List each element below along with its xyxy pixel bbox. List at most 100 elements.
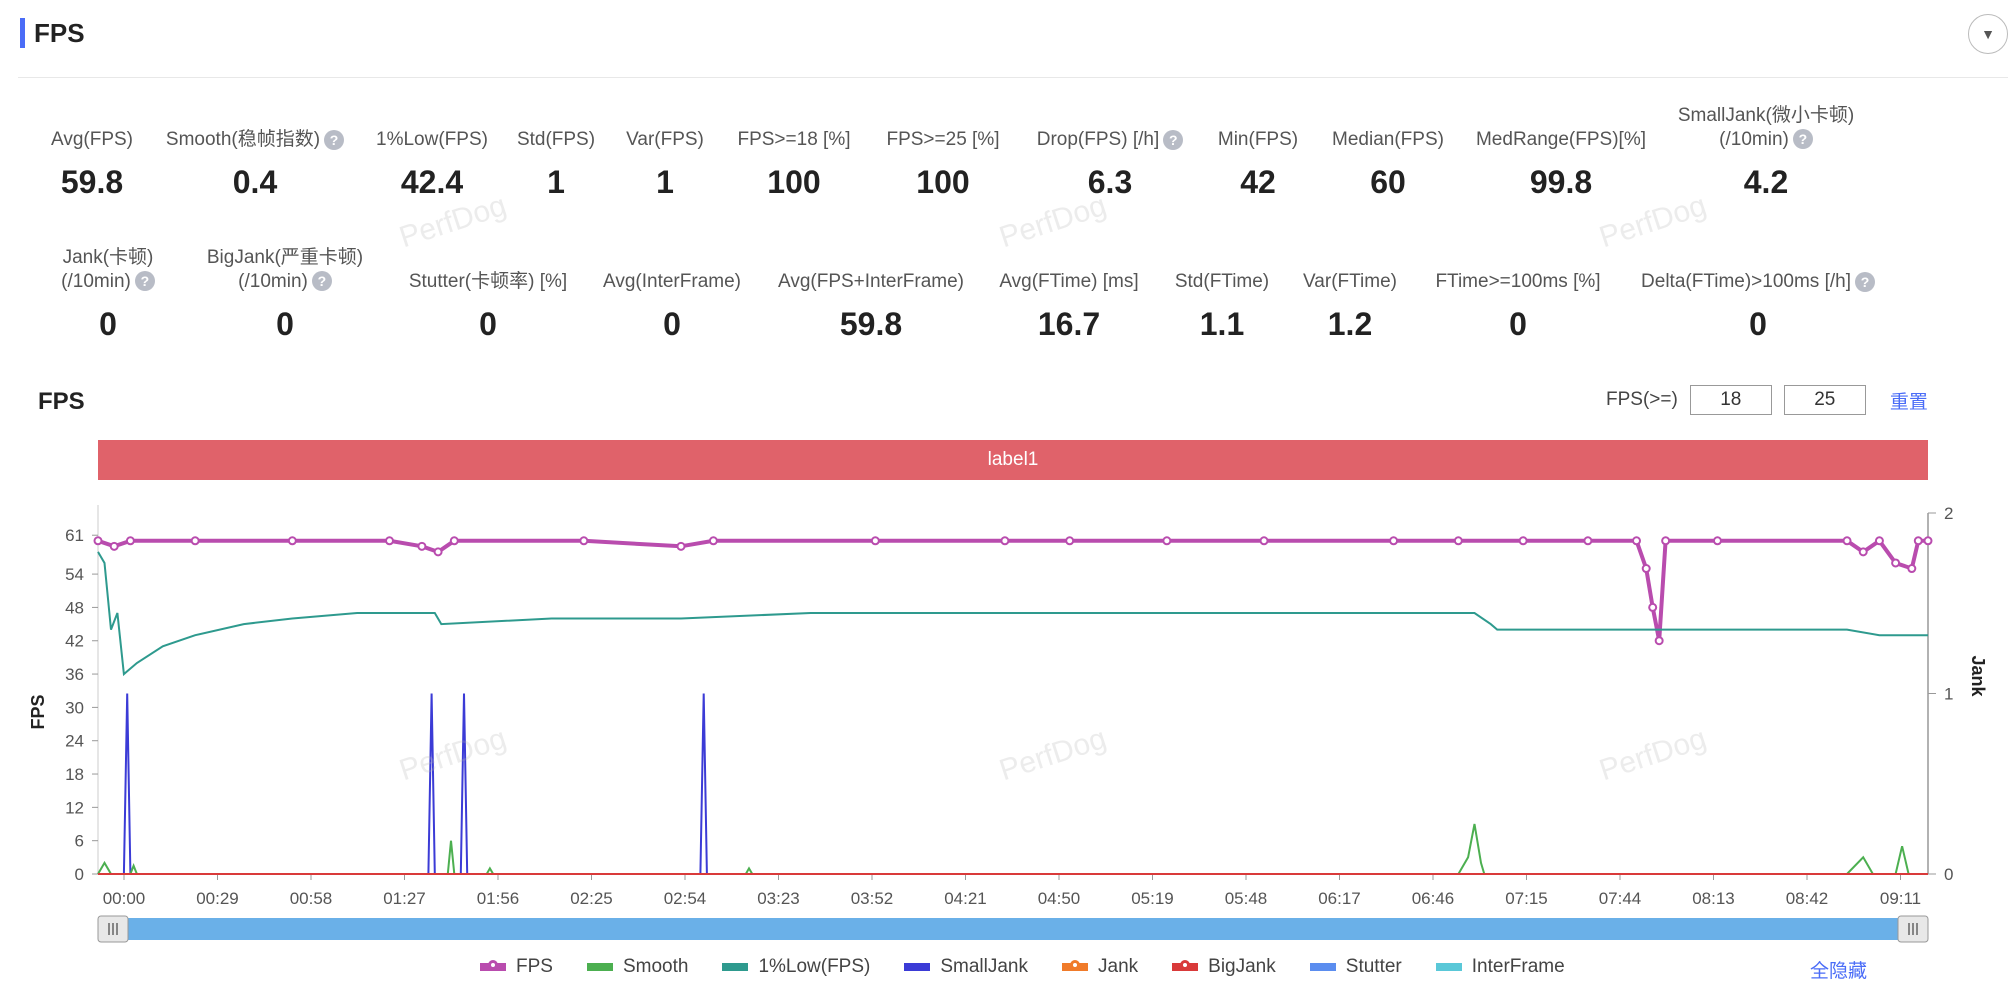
metric-r1-1: Smooth(稳帧指数)? 0.4 bbox=[125, 128, 385, 202]
metric-label: BigJank(严重卡顿) (/10min)? bbox=[155, 246, 415, 294]
metric-value: 100 bbox=[916, 164, 970, 200]
collapse-button[interactable]: ▼ bbox=[1968, 14, 2008, 54]
metric-r2-4: Avg(FPS+InterFrame) 59.8 bbox=[741, 270, 1001, 344]
legend-item-interframe[interactable]: InterFrame bbox=[1435, 956, 1565, 978]
metric-r1-10: MedRange(FPS)[%] 99.8 bbox=[1431, 128, 1691, 202]
legend-item-bigjank[interactable]: BigJank bbox=[1172, 956, 1276, 978]
y2-axis-title: Jank bbox=[1968, 655, 1988, 697]
y-tick-label: 18 bbox=[65, 765, 84, 784]
x-tick-label: 09:11 bbox=[1880, 889, 1921, 908]
x-tick-label: 01:56 bbox=[477, 889, 520, 908]
x-tick-label: 02:54 bbox=[664, 889, 707, 908]
legend-swatch-icon bbox=[1309, 963, 1336, 971]
x-tick-label: 05:19 bbox=[1131, 889, 1174, 908]
metric-value: 1.2 bbox=[1327, 306, 1373, 342]
metric-value: 4.2 bbox=[1743, 164, 1789, 200]
y2-tick-label: 2 bbox=[1944, 504, 1953, 523]
help-icon[interactable]: ? bbox=[1163, 130, 1184, 150]
y-tick-label: 48 bbox=[65, 598, 84, 617]
metric-r1-0: Avg(FPS) 59.8 bbox=[0, 128, 222, 202]
series-smalljank bbox=[98, 693, 1928, 875]
metric-label: Var(FTime) bbox=[1303, 271, 1397, 292]
fps-data-point bbox=[1891, 558, 1901, 568]
metric-label: Avg(FPS+InterFrame) bbox=[777, 271, 964, 292]
x-tick-label: 07:15 bbox=[1505, 889, 1548, 908]
fps-data-point bbox=[1648, 602, 1658, 612]
help-icon[interactable]: ? bbox=[1792, 129, 1813, 149]
fps-data-point bbox=[1518, 536, 1528, 546]
fps-data-point bbox=[1259, 536, 1269, 546]
metric-r1-5: FPS>=18 [%] 100 bbox=[664, 128, 924, 202]
x-tick-label: 06:17 bbox=[1318, 889, 1361, 908]
help-icon[interactable]: ? bbox=[324, 130, 345, 150]
fps-data-point bbox=[190, 536, 200, 546]
metric-value: 100 bbox=[767, 164, 821, 200]
legend-swatch-icon bbox=[586, 963, 613, 971]
metric-r2-0: Jank(卡顿) (/10min)? 0 bbox=[0, 246, 238, 344]
fps-data-point bbox=[1389, 536, 1399, 546]
fps-data-point bbox=[1661, 536, 1671, 546]
x-tick-label: 03:23 bbox=[757, 889, 800, 908]
hide-all-link[interactable]: 全隐藏 bbox=[1810, 961, 1868, 982]
legend-item-1-low-fps-[interactable]: 1%Low(FPS) bbox=[722, 956, 870, 978]
metric-label-line1: BigJank(严重卡顿) bbox=[206, 247, 364, 268]
legend-label: Stutter bbox=[1345, 956, 1402, 977]
fps-data-point bbox=[676, 541, 686, 551]
metric-r2-8: FTime>=100ms [%] 0 bbox=[1388, 270, 1648, 344]
legend-item-smooth[interactable]: Smooth bbox=[586, 956, 688, 978]
x-tick-label: 00:00 bbox=[103, 889, 146, 908]
metric-value: 42 bbox=[1240, 164, 1276, 200]
fps-data-point bbox=[1641, 564, 1651, 574]
legend-swatch-icon bbox=[1435, 963, 1462, 971]
metric-r1-9: Median(FPS) 60 bbox=[1258, 128, 1518, 202]
metric-label: Avg(InterFrame) bbox=[603, 271, 741, 292]
metric-label: Std(FPS) bbox=[516, 129, 596, 150]
legend-item-smalljank[interactable]: SmallJank bbox=[904, 956, 1028, 978]
legend-item-fps[interactable]: FPS bbox=[480, 956, 553, 978]
fps-filter: FPS(>=) 重置 bbox=[1606, 384, 1928, 416]
fps-section-header: FPS ▼ bbox=[18, 14, 2008, 78]
legend-swatch-icon bbox=[904, 963, 931, 971]
y-tick-label: 54 bbox=[65, 565, 84, 584]
legend-item-jank[interactable]: Jank bbox=[1062, 956, 1138, 978]
fps-data-point bbox=[125, 536, 135, 546]
metric-r2-5: Avg(FTime) [ms] 16.7 bbox=[939, 270, 1199, 344]
label-bar[interactable]: label1 bbox=[98, 440, 1928, 480]
y-axis-title: FPS bbox=[28, 694, 48, 729]
fps-data-point bbox=[287, 536, 297, 546]
metric-r1-4: Var(FPS) 1 bbox=[535, 128, 795, 202]
metric-r2-6: Std(FTime) 1.1 bbox=[1092, 270, 1352, 344]
metric-value: 0 bbox=[1509, 306, 1527, 342]
chart-title: FPS bbox=[38, 388, 85, 415]
fps-data-point bbox=[1583, 536, 1593, 546]
fps-threshold-1-input[interactable] bbox=[1689, 385, 1772, 415]
metric-r2-1: BigJank(严重卡顿) (/10min)? 0 bbox=[155, 246, 415, 344]
legend-label: BigJank bbox=[1208, 956, 1276, 977]
fps-data-point bbox=[385, 536, 395, 546]
fps-data-point bbox=[1923, 536, 1933, 546]
x-tick-label: 08:13 bbox=[1692, 889, 1735, 908]
metric-label: Jank(卡顿) (/10min)? bbox=[0, 246, 238, 294]
legend-swatch-icon bbox=[480, 960, 506, 971]
legend-swatch-icon bbox=[1172, 960, 1199, 971]
help-icon[interactable]: ? bbox=[134, 271, 155, 291]
help-icon[interactable]: ? bbox=[1854, 272, 1875, 292]
metric-r1-3: Std(FPS) 1 bbox=[426, 128, 686, 202]
metric-r1-8: Min(FPS) 42 bbox=[1128, 128, 1388, 202]
fps-data-point bbox=[433, 547, 443, 557]
legend-swatch-icon bbox=[722, 963, 749, 971]
y2-tick-label: 1 bbox=[1944, 685, 1953, 704]
fps-threshold-2-input[interactable] bbox=[1783, 385, 1866, 415]
legend-item-stutter[interactable]: Stutter bbox=[1309, 956, 1402, 978]
fps-data-point bbox=[1162, 536, 1172, 546]
metric-label-line2: (/10min) bbox=[61, 271, 131, 292]
metric-r1-2: 1%Low(FPS) 42.4 bbox=[302, 128, 562, 202]
help-icon[interactable]: ? bbox=[311, 271, 332, 291]
metric-value: 1 bbox=[656, 164, 674, 200]
fps-data-point bbox=[1913, 536, 1923, 546]
metric-r1-11: SmallJank(微小卡顿) (/10min)? 4.2 bbox=[1636, 104, 1896, 202]
metric-value: 0 bbox=[1749, 306, 1767, 342]
fps-data-point bbox=[870, 536, 880, 546]
fps-data-point bbox=[1907, 564, 1917, 574]
reset-link[interactable]: 重置 bbox=[1889, 391, 1928, 413]
